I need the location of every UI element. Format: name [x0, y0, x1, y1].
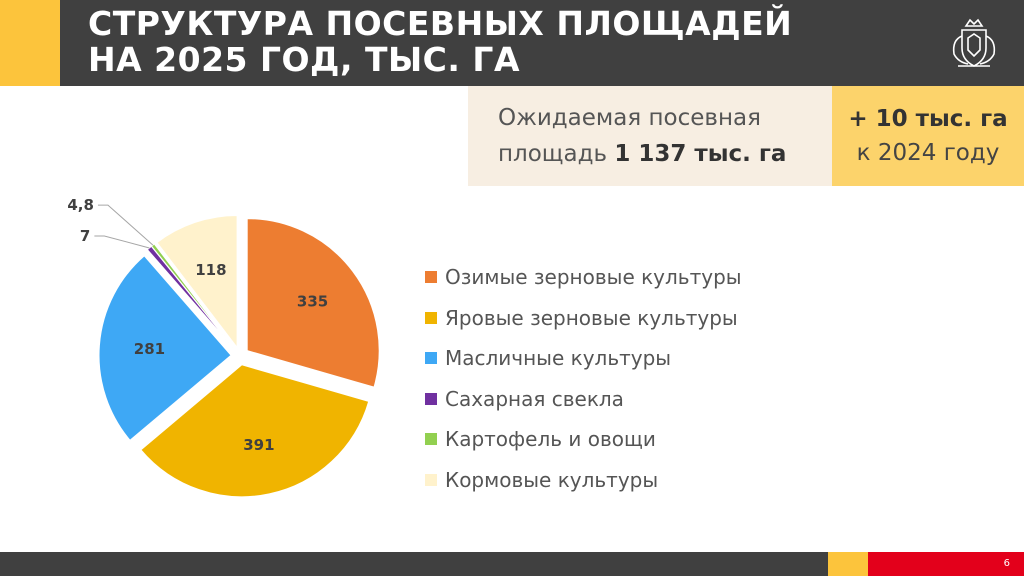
expected-area-label: Ожидаемая посевная площадь [498, 105, 761, 167]
legend-label: Сахарная свекла [445, 386, 624, 411]
pie-slice [246, 218, 380, 388]
pie-chart: 335 391 281 7 4,8 118 [67, 196, 380, 498]
legend-label: Кормовые культуры [445, 467, 659, 492]
legend-item: Сахарная свекла [425, 379, 742, 420]
data-label: 118 [195, 261, 226, 279]
legend-item: Озимые зерновые культуры [425, 257, 742, 298]
change-box: + 10 тыс. га к 2024 году [832, 86, 1024, 186]
footer-accent-red [868, 552, 1024, 576]
page-title: СТРУКТУРА ПОСЕВНЫХ ПЛОЩАДЕЙ НА 2025 ГОД,… [88, 4, 793, 79]
legend-label: Озимые зерновые культуры [445, 265, 742, 290]
data-label: 4,8 [67, 196, 94, 214]
header-bar [0, 0, 1024, 86]
legend-swatch [425, 311, 437, 324]
data-label: 281 [134, 340, 165, 358]
legend-label: Масличные культуры [445, 346, 672, 371]
change-value: + 10 тыс. га [848, 106, 1008, 132]
data-label: 391 [243, 436, 274, 454]
leader-line [97, 204, 154, 246]
footer-accent-yellow [828, 552, 868, 576]
legend-label: Картофель и овощи [445, 427, 656, 452]
pie-slice [98, 255, 232, 442]
legend-swatch [425, 473, 437, 486]
pie-slice [140, 364, 370, 498]
data-label: 7 [80, 227, 90, 245]
header-accent [0, 0, 60, 86]
legend-swatch [425, 352, 437, 365]
pie-slice [156, 214, 238, 349]
legend-item: Яровые зерновые культуры [425, 298, 742, 339]
legend-item: Картофель и овощи [425, 419, 742, 460]
expected-area-text: Ожидаемая посевная площадь 1 137 тыс. га [498, 100, 832, 172]
page-number: 6 [1003, 558, 1010, 569]
expected-area-value: 1 137 тыс. га [614, 141, 787, 167]
coat-of-arms-icon [952, 18, 996, 67]
legend-item: Кормовые культуры [425, 460, 742, 501]
leader-line [94, 235, 150, 249]
change-caption: к 2024 году [856, 140, 1000, 166]
legend-item: Масличные культуры [425, 338, 742, 379]
legend-swatch [425, 271, 437, 284]
expected-area-box: Ожидаемая посевная площадь 1 137 тыс. га [468, 86, 832, 186]
data-label: 335 [297, 292, 328, 310]
chart-legend: Озимые зерновые культуры Яровые зерновые … [425, 257, 742, 500]
legend-swatch [425, 433, 437, 446]
legend-swatch [425, 392, 437, 405]
legend-label: Яровые зерновые культуры [445, 305, 738, 330]
